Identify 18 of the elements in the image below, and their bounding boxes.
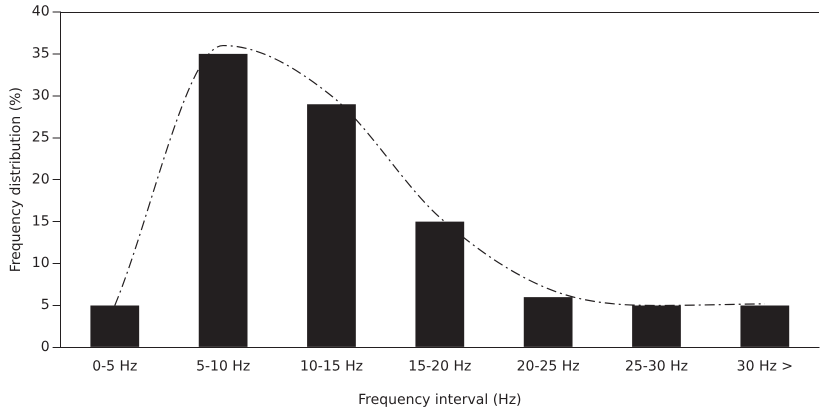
y-tick-label: 40 xyxy=(32,4,50,20)
x-tick-label: 20-25 Hz xyxy=(516,358,580,374)
y-axis-title: Frequency distribution (%) xyxy=(8,87,24,272)
x-tick-label: 25-30 Hz xyxy=(624,358,688,374)
x-tick-label: 10-15 Hz xyxy=(300,358,363,374)
x-tick-label: 5-10 Hz xyxy=(196,358,250,374)
y-tick-label: 35 xyxy=(32,46,50,62)
x-tick-label: 15-20 Hz xyxy=(408,358,472,374)
y-tick-label: 15 xyxy=(32,213,50,230)
y-tick-label: 25 xyxy=(32,129,50,146)
x-tick-label: 0-5 Hz xyxy=(92,358,138,374)
y-tick-label: 20 xyxy=(32,171,50,188)
y-tick-label: 30 xyxy=(32,87,50,104)
x-tick-label: 30 Hz > xyxy=(736,358,793,374)
y-tick-label: 10 xyxy=(32,255,50,272)
y-tick-label: 0 xyxy=(40,339,50,356)
y-tick-label: 5 xyxy=(40,297,50,314)
x-axis-title: Frequency interval (Hz) xyxy=(358,392,522,408)
